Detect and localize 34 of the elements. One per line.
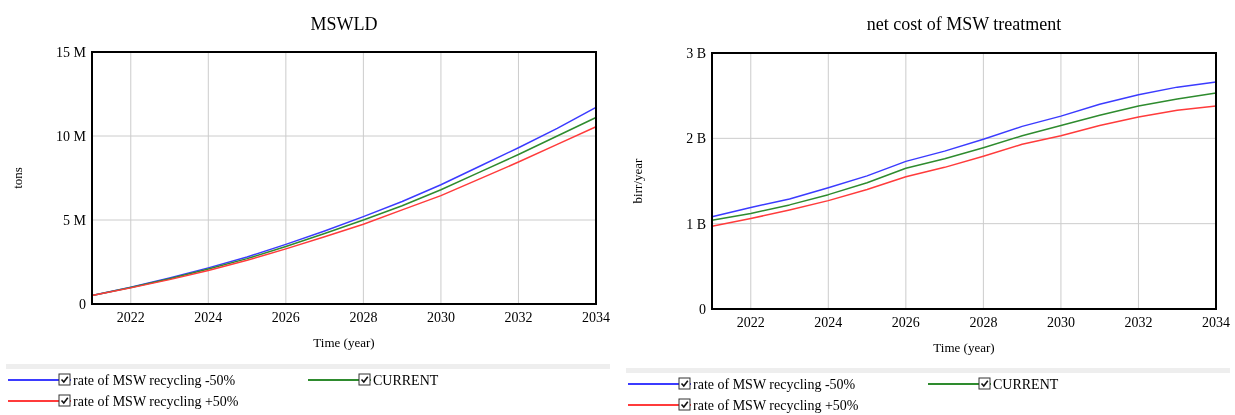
- legend-label: CURRENT: [373, 373, 439, 388]
- legend-label: CURRENT: [993, 377, 1059, 392]
- legend-label: rate of MSW recycling -50%: [693, 377, 856, 392]
- y-axis-title: birr/year: [630, 157, 645, 204]
- y-tick-label: 5 M: [63, 213, 87, 228]
- x-tick-label: 2026: [891, 315, 920, 330]
- chart-title: net cost of MSW treatment: [866, 14, 1062, 34]
- chart-title: MSWLD: [310, 14, 378, 34]
- y-tick-label: 2 B: [686, 131, 706, 147]
- x-tick-label: 2024: [814, 315, 843, 330]
- x-axis-title: Time (year): [933, 340, 995, 355]
- legend-label: rate of MSW recycling +50%: [693, 398, 859, 413]
- y-tick-label: 0: [699, 302, 706, 317]
- x-tick-label: 2028: [969, 315, 998, 330]
- x-tick-label: 2032: [504, 310, 533, 325]
- x-tick-label: 2022: [116, 310, 145, 325]
- x-tick-label: 2030: [1046, 315, 1075, 330]
- x-tick-label: 2030: [426, 310, 455, 325]
- x-axis-title: Time (year): [313, 335, 375, 350]
- x-tick-label: 2024: [194, 310, 223, 325]
- x-tick-label: 2028: [349, 310, 378, 325]
- y-tick-label: 15 M: [56, 45, 87, 60]
- legend-label: rate of MSW recycling -50%: [73, 373, 236, 388]
- y-axis-title: tons: [10, 167, 25, 189]
- x-tick-label: 2026: [271, 310, 300, 325]
- y-tick-label: 10 M: [56, 129, 87, 144]
- x-tick-label: 2022: [736, 315, 765, 330]
- x-tick-label: 2034: [582, 310, 610, 325]
- legend-label: rate of MSW recycling +50%: [73, 394, 239, 409]
- x-tick-label: 2032: [1124, 315, 1153, 330]
- y-tick-label: 1 B: [686, 216, 706, 232]
- y-tick-label: 0: [79, 297, 86, 312]
- x-tick-label: 2034: [1202, 315, 1230, 330]
- y-tick-label: 3 B: [686, 46, 706, 61]
